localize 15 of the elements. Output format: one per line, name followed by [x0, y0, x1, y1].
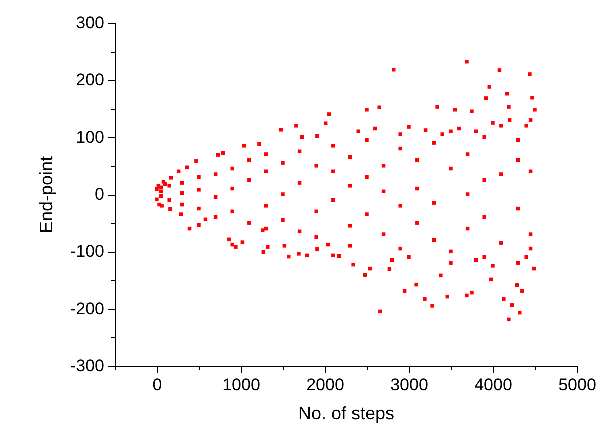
x-tick-label: 2000	[306, 376, 344, 394]
y-tick-label: -100	[70, 242, 104, 262]
y-axis-title: End-point	[36, 156, 56, 234]
x-tick-label: 3000	[390, 376, 428, 394]
x-tick-label: 1000	[222, 376, 260, 394]
x-tick-label: 0	[152, 376, 162, 394]
x-tick-label: 5000	[558, 376, 596, 394]
y-tick-label: -300	[70, 356, 104, 376]
y-tick-label: 0	[95, 185, 104, 204]
y-tick-label: 100	[76, 128, 104, 147]
x-axis-title: No. of steps	[298, 404, 395, 424]
y-tick-label: 300	[76, 14, 104, 32]
x-tick-label: 4000	[474, 376, 512, 394]
y-tick-label: 200	[76, 70, 104, 90]
y-tick-label: -200	[70, 299, 104, 318]
